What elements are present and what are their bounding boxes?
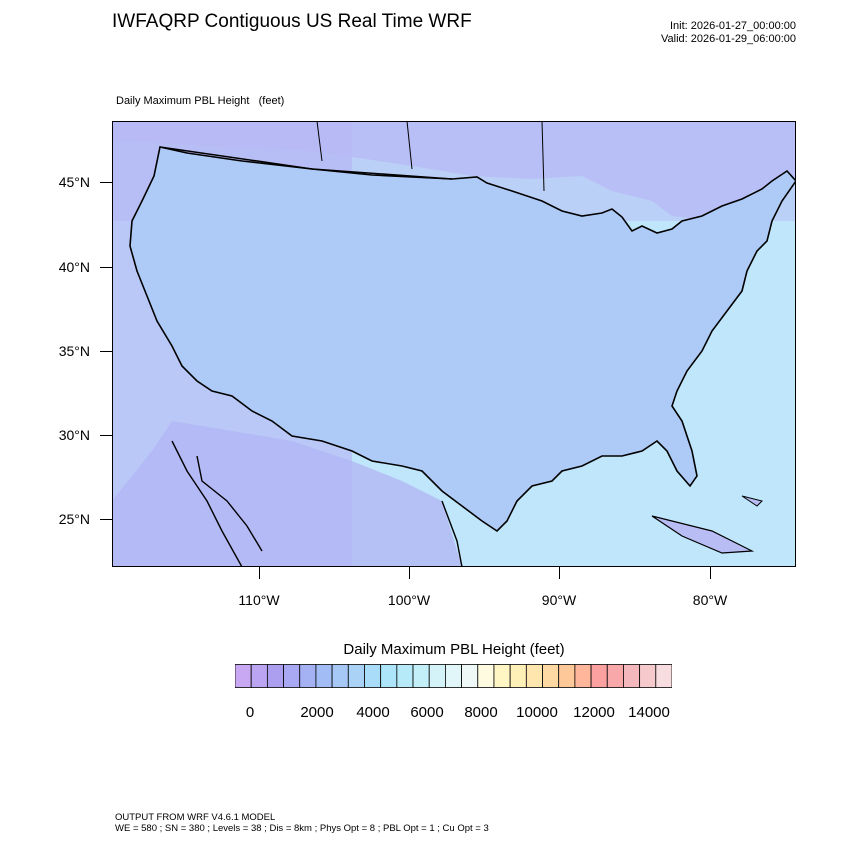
colorbar-swatch <box>590 664 608 688</box>
valid-time: Valid: 2026-01-29_06:00:00 <box>661 33 796 45</box>
colorbar-label: 14000 <box>628 704 670 721</box>
map-frame <box>112 121 796 567</box>
baja-coast <box>171 440 243 567</box>
colorbar-swatch <box>509 664 527 688</box>
colorbar-swatch <box>493 664 511 688</box>
colorbar-swatch <box>525 664 543 688</box>
colorbar-swatch <box>461 664 479 688</box>
lon-tick <box>559 567 560 579</box>
colorbar-swatch <box>606 664 624 688</box>
plot-title: IWFAQRP Contiguous US Real Time WRF <box>112 11 472 32</box>
colorbar-title: Daily Maximum PBL Height (feet) <box>343 641 565 658</box>
init-time: Init: 2026-01-27_00:00:00 <box>670 20 796 32</box>
bahamas <box>741 495 763 507</box>
model-version: OUTPUT FROM WRF V4.6.1 MODEL <box>115 812 276 823</box>
map-panel <box>112 121 796 567</box>
lon-tick <box>259 567 260 579</box>
colorbar-label: 12000 <box>573 704 615 721</box>
colorbar-swatch <box>477 664 495 688</box>
colorbar-swatch <box>266 664 284 688</box>
lon-label-110: 110°W <box>238 592 280 608</box>
init-valid-times: Init: 2026-01-27_00:00:00 Valid: 2026-01… <box>661 20 796 46</box>
colorbar-swatch <box>315 664 333 688</box>
colorbar-swatch <box>235 664 252 688</box>
colorbar-swatch <box>380 664 398 688</box>
lat-label-30: 30°N <box>58 427 90 443</box>
lon-tick <box>710 567 711 579</box>
colorbar <box>235 664 672 688</box>
mexico-region <box>112 421 462 567</box>
colorbar-swatch <box>623 664 641 688</box>
colorbar-swatch <box>445 664 463 688</box>
colorbar-swatch <box>364 664 382 688</box>
colorbar-swatch <box>639 664 657 688</box>
cuba <box>651 515 755 554</box>
lat-label-40: 40°N <box>58 259 90 275</box>
colorbar-label: 0 <box>245 704 255 721</box>
model-info: OUTPUT FROM WRF V4.6.1 MODEL WE = 580 ; … <box>115 812 489 834</box>
model-config: WE = 580 ; SN = 380 ; Levels = 38 ; Dis … <box>115 823 489 834</box>
lat-tick <box>100 519 112 520</box>
lon-label-90: 90°W <box>541 592 577 608</box>
lat-label-25: 25°N <box>58 511 90 527</box>
map-subtitle: Daily Maximum PBL Height (feet) <box>116 95 285 107</box>
colorbar-swatch <box>412 664 430 688</box>
colorbar-label: 8000 <box>464 704 498 721</box>
colorbar-swatch <box>347 664 365 688</box>
lat-tick <box>100 435 112 436</box>
lon-label-80: 80°W <box>692 592 728 608</box>
colorbar-swatch <box>542 664 560 688</box>
lat-label-45: 45°N <box>58 174 90 190</box>
gulf-of-california-coast <box>196 455 263 552</box>
colorbar-swatch <box>574 664 592 688</box>
colorbar-swatch <box>396 664 414 688</box>
lat-label-35: 35°N <box>58 343 90 359</box>
canada-border <box>159 146 453 180</box>
colorbar-swatch <box>331 664 349 688</box>
lon-label-100: 100°W <box>387 592 431 608</box>
colorbar-swatch <box>655 664 672 688</box>
mexico-gulf-coast <box>441 500 463 567</box>
colorbar-label: 4000 <box>356 704 390 721</box>
colorbar-label: 6000 <box>410 704 444 721</box>
colorbar-swatch <box>428 664 446 688</box>
lon-tick <box>409 567 410 579</box>
colorbar-label: 10000 <box>516 704 558 721</box>
colorbar-swatch <box>250 664 268 688</box>
colorbar-swatch <box>283 664 301 688</box>
lat-tick <box>100 267 112 268</box>
province-boundaries <box>316 121 545 192</box>
colorbar-swatch <box>299 664 317 688</box>
lat-tick <box>100 182 112 183</box>
colorbar-swatch <box>558 664 576 688</box>
canada-region <box>112 121 796 221</box>
lat-tick <box>100 351 112 352</box>
colorbar-label: 2000 <box>300 704 334 721</box>
